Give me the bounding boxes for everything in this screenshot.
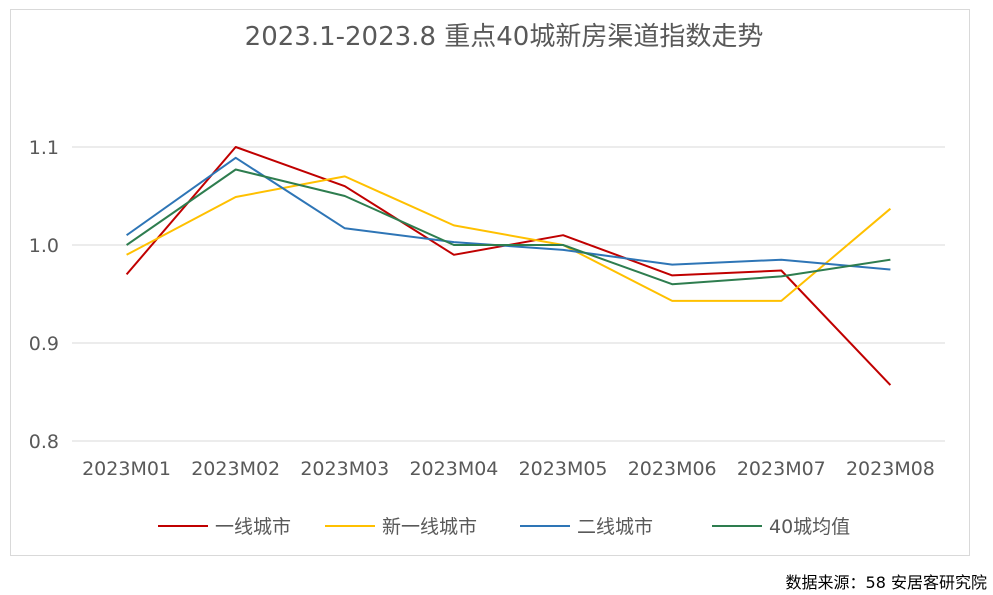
y-tick-label: 1.0 [29, 235, 59, 257]
series-lines [125, 146, 892, 386]
x-tick-label: 2023M06 [628, 458, 717, 480]
y-axis-ticks: 0.8 0.9 1.0 1.1 [29, 137, 59, 453]
x-tick-label: 2023M08 [846, 458, 935, 480]
x-axis-ticks: 2023M01 2023M02 2023M03 2023M04 2023M05 2023M… [82, 458, 935, 480]
y-tick-label: 0.9 [29, 333, 59, 355]
chart-title: 2023.1-2023.8 重点40城新房渠道指数走势 [245, 22, 764, 52]
x-tick-label: 2023M07 [737, 458, 826, 480]
y-tick-label: 1.1 [29, 137, 59, 159]
x-tick-label: 2023M02 [191, 458, 280, 480]
source-note: 数据来源：58 安居客研究院 [785, 573, 987, 592]
legend-label: 二线城市 [577, 516, 653, 538]
legend-label: 新一线城市 [382, 516, 477, 538]
legend-label: 一线城市 [215, 516, 291, 538]
series-line-1 [126, 175, 892, 302]
x-tick-label: 2023M03 [300, 458, 389, 480]
y-tick-label: 0.8 [29, 431, 59, 453]
series-line-2 [126, 156, 891, 271]
x-tick-label: 2023M05 [519, 458, 608, 480]
series-line-3 [126, 168, 891, 286]
x-tick-label: 2023M01 [82, 458, 171, 480]
series-line-0 [125, 146, 892, 386]
x-tick-label: 2023M04 [409, 458, 498, 480]
legend: 一线城市 新一线城市 二线城市 40城均值 [158, 516, 850, 538]
legend-label: 40城均值 [769, 516, 850, 538]
chart-frame [10, 9, 970, 556]
